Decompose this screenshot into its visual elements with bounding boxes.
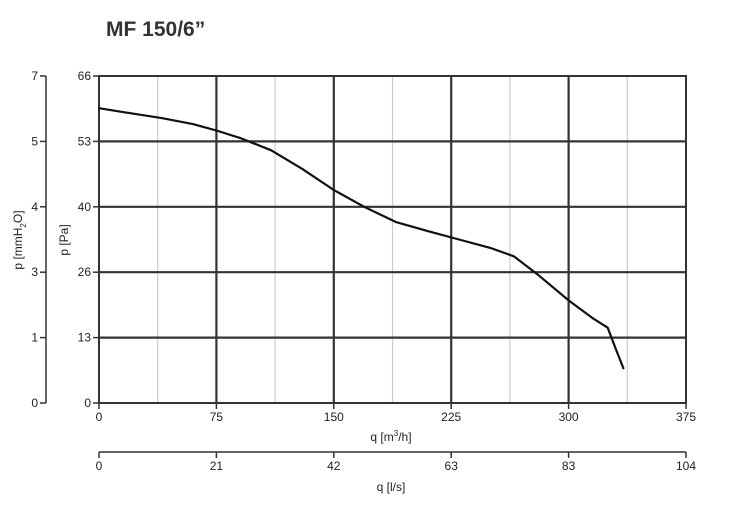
x2-tick-label: 63 [445,459,459,473]
y-tick-label: 40 [78,200,92,214]
y-tick-label: 0 [84,396,91,410]
x2-tick-label: 104 [676,459,696,473]
y-tick-label: 13 [78,331,92,345]
chart-title: MF 150/6” [106,18,205,41]
y2-tick-label: 0 [31,396,38,410]
x-axis-label: q [m3/h] [370,429,411,444]
y2-axis-label: p [mmH2O] [11,210,28,269]
y-tick-label: 26 [78,265,92,279]
x-tick-label: 150 [324,410,344,424]
y-tick-label: 66 [78,69,92,83]
plot-frame [98,75,687,404]
x-tick-label: 375 [676,410,696,424]
y2-tick-label: 1 [31,331,38,345]
y-axis-label: p [Pa] [57,224,71,255]
x2-tick-label: 21 [210,459,224,473]
y2-tick-label: 5 [31,134,38,148]
y2-tick-label: 3 [31,265,38,279]
x2-tick-label: 0 [96,459,103,473]
y2-tick-label: 7 [31,69,38,83]
x-tick-label: 300 [559,410,579,424]
y2-tick-label: 4 [31,200,38,214]
x2-axis-label: q [l/s] [377,480,406,494]
fan-performance-curve [97,107,625,370]
x-tick-label: 75 [210,410,224,424]
y-tick-label: 53 [78,134,92,148]
minor-grid [157,76,628,403]
x2-tick-label: 42 [327,459,341,473]
x-tick-label: 0 [96,410,103,424]
axes [40,75,687,458]
x-tick-label: 225 [441,410,461,424]
x2-tick-label: 83 [562,459,576,473]
